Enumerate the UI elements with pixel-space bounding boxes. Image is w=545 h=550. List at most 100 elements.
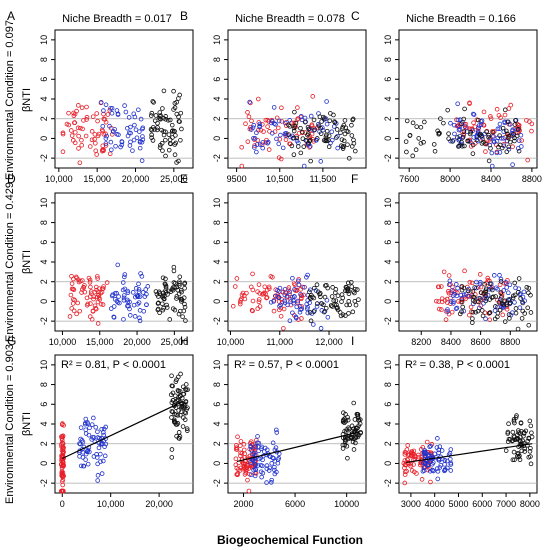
x-tick-label-e: 10,000 <box>217 337 245 347</box>
data-point-e-blue <box>295 298 301 304</box>
x-tick-label-b: 11,500 <box>309 174 336 184</box>
data-point-c-black <box>445 107 450 113</box>
data-point-e-black <box>333 287 339 292</box>
data-point-e-blue <box>304 274 309 280</box>
data-point-b-black <box>291 128 297 134</box>
data-point-h-blue <box>275 460 281 466</box>
data-point-g-blue <box>102 453 108 459</box>
data-point-d-blue <box>122 272 128 277</box>
data-point-f-black <box>482 281 488 287</box>
data-point-c-blue <box>510 162 515 167</box>
data-point-i-black <box>512 457 517 463</box>
data-point-b-black <box>291 135 296 141</box>
data-point-b-blue <box>271 105 277 110</box>
data-point-f-black <box>471 294 476 300</box>
data-point-a-black <box>176 114 181 120</box>
data-point-i-black <box>527 449 533 454</box>
data-point-i-red <box>411 462 416 467</box>
data-point-f-black <box>465 288 471 294</box>
data-point-a-blue <box>139 158 145 163</box>
data-point-c-black <box>506 144 511 150</box>
data-point-h-black <box>346 425 351 430</box>
data-point-f-black <box>459 299 465 305</box>
data-point-d-red <box>91 296 96 302</box>
y-axis-label-1: βNTI <box>21 88 33 112</box>
y-tick-label-g: -2 <box>39 479 49 487</box>
data-point-d-black <box>161 305 166 311</box>
x-tick-label-h: 10000 <box>334 499 359 509</box>
data-point-e-blue <box>324 297 330 303</box>
data-point-c-black <box>504 149 510 155</box>
x-tick-label-d: 20,000 <box>123 337 151 347</box>
data-point-a-black <box>157 145 163 150</box>
data-point-i-black <box>505 429 511 435</box>
x-tick-label-i: 3000 <box>401 499 421 509</box>
data-point-g-black <box>180 424 186 429</box>
data-point-f-blue <box>481 301 486 306</box>
data-point-a-black <box>173 133 178 138</box>
y-tick-label-e: 4 <box>212 259 222 264</box>
data-point-d-blue <box>121 295 127 301</box>
data-point-f-black <box>479 308 485 313</box>
data-point-e-blue <box>307 287 313 293</box>
data-point-h-blue <box>264 480 269 485</box>
y-tick-label-a: 4 <box>39 96 49 101</box>
data-point-i-black <box>509 438 515 444</box>
data-point-f-black <box>516 276 522 281</box>
data-point-c-black <box>488 146 493 151</box>
data-point-h-red <box>241 447 247 453</box>
row-label-1: Environmental Condition = 0.097 <box>4 20 16 180</box>
data-point-e-red <box>278 313 284 319</box>
data-point-d-black <box>156 300 161 306</box>
data-point-a-red <box>96 131 102 137</box>
data-point-d-black <box>160 307 166 313</box>
data-point-b-blue <box>260 145 265 151</box>
data-point-b-black <box>307 138 312 144</box>
data-point-a-black <box>170 128 175 133</box>
data-point-e-blue <box>271 299 277 304</box>
data-point-c-black <box>403 139 409 144</box>
data-point-b-blue <box>335 145 340 151</box>
data-point-d-blue <box>111 315 117 320</box>
data-point-a-red <box>68 128 74 133</box>
data-point-b-red <box>261 129 266 134</box>
data-point-i-black <box>517 431 523 436</box>
data-point-e-black <box>339 299 344 304</box>
data-point-f-blue <box>517 305 523 310</box>
data-point-b-black <box>322 116 327 121</box>
data-point-d-blue <box>110 292 115 298</box>
y-tick-label-b: 6 <box>212 77 222 82</box>
data-point-a-blue <box>140 134 145 139</box>
data-point-g-black <box>175 388 181 393</box>
data-point-g-blue <box>94 452 99 457</box>
data-point-f-black <box>528 310 534 315</box>
data-point-h-blue <box>270 440 276 446</box>
data-point-f-blue <box>495 304 500 310</box>
data-point-c-blue <box>457 126 463 132</box>
data-point-b-blue <box>335 133 340 139</box>
data-point-g-blue <box>85 461 91 467</box>
data-point-h-black <box>355 413 361 419</box>
y-tick-label-e: 2 <box>212 279 222 284</box>
data-point-f-blue <box>491 273 497 278</box>
data-point-h-black <box>345 455 350 461</box>
data-point-f-blue <box>466 293 472 299</box>
data-point-d-black <box>180 314 185 319</box>
data-point-f-black <box>526 322 532 328</box>
column-title-1: Niche Breadth = 0.017 <box>62 13 172 25</box>
data-point-b-blue <box>251 135 256 141</box>
panel-letter-g: G <box>7 334 16 348</box>
data-point-a-black <box>160 148 165 153</box>
x-tick-label-a: 10,000 <box>45 174 73 184</box>
data-point-c-black <box>432 148 438 154</box>
data-point-f-black <box>460 304 465 310</box>
data-point-d-red <box>95 299 101 305</box>
data-point-d-red <box>91 294 97 300</box>
data-point-d-black <box>161 296 167 302</box>
data-point-e-black <box>356 297 361 302</box>
data-point-c-black <box>431 142 437 147</box>
data-point-g-blue <box>95 429 100 435</box>
data-point-h-blue <box>248 460 253 465</box>
data-point-d-red <box>82 289 88 295</box>
data-point-a-blue <box>109 147 114 153</box>
